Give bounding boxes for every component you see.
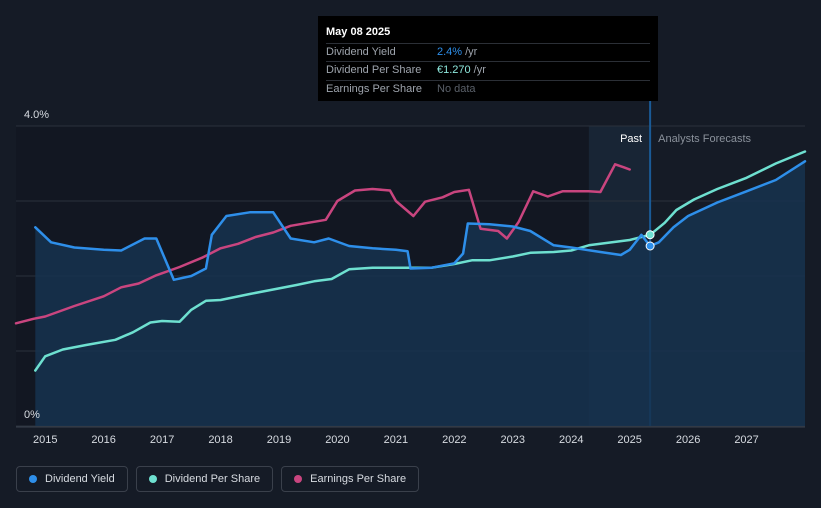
- tooltip-label: Earnings Per Share: [326, 82, 422, 95]
- x-tick-label: 2021: [384, 434, 408, 446]
- chart-tooltip: May 08 2025 Dividend Yield 2.4%/yr Divid…: [318, 16, 658, 101]
- x-tick-label: 2020: [325, 434, 349, 446]
- legend-label: Earnings Per Share: [310, 473, 407, 485]
- x-tick-label: 2015: [33, 434, 57, 446]
- y-tick-label: 4.0%: [24, 109, 49, 121]
- legend-label: Dividend Per Share: [164, 473, 261, 485]
- y-tick-label: 0%: [24, 409, 40, 421]
- tooltip-unit: /yr: [473, 64, 486, 76]
- dividend-yield-area: [35, 161, 805, 427]
- tooltip-row-dividend-yield: Dividend Yield 2.4%/yr: [326, 42, 650, 62]
- x-tick-label: 2024: [559, 434, 583, 446]
- legend-label: Dividend Yield: [45, 473, 115, 485]
- x-tick-label: 2018: [208, 434, 232, 446]
- x-tick-label: 2022: [442, 434, 466, 446]
- x-tick-label: 2016: [91, 434, 115, 446]
- earnings-per-share-line: [14, 163, 631, 325]
- legend-dot-icon: [148, 475, 157, 483]
- legend-item-earnings-per-share[interactable]: Earnings Per Share: [281, 466, 420, 492]
- tooltip-label: Dividend Per Share: [326, 64, 422, 76]
- tooltip-row-dividend-per-share: Dividend Per Share €1.270/yr: [326, 61, 650, 80]
- legend-dot-icon: [294, 475, 303, 483]
- x-tick-label: 2027: [734, 434, 758, 446]
- x-tick-label: 2025: [617, 434, 641, 446]
- x-tick-label: 2017: [150, 434, 174, 446]
- dividend-per-share-line: [34, 150, 807, 372]
- x-tick-label: 2019: [267, 434, 291, 446]
- legend-dot-icon: [29, 475, 37, 483]
- legend-item-dividend-yield[interactable]: Dividend Yield: [16, 466, 128, 492]
- past-label: Past: [620, 133, 642, 145]
- x-tick-label: 2023: [501, 434, 525, 446]
- tooltip-date: May 08 2025: [326, 26, 391, 38]
- tooltip-value: No data: [437, 82, 476, 95]
- chart-legend: Dividend Yield Dividend Per Share Earnin…: [16, 466, 420, 492]
- dividend-yield-marker: [645, 241, 655, 251]
- tooltip-value: €1.270: [437, 64, 471, 76]
- tooltip-unit: /yr: [465, 45, 478, 58]
- tooltip-value: 2.4%: [437, 45, 463, 58]
- tooltip-label: Dividend Yield: [326, 45, 396, 58]
- tooltip-row-earnings-per-share: Earnings Per Share No data: [326, 79, 650, 99]
- forecast-label: Analysts Forecasts: [658, 133, 751, 145]
- x-tick-label: 2026: [676, 434, 700, 446]
- dividend-per-share-marker: [645, 230, 655, 240]
- legend-item-dividend-per-share[interactable]: Dividend Per Share: [135, 466, 274, 492]
